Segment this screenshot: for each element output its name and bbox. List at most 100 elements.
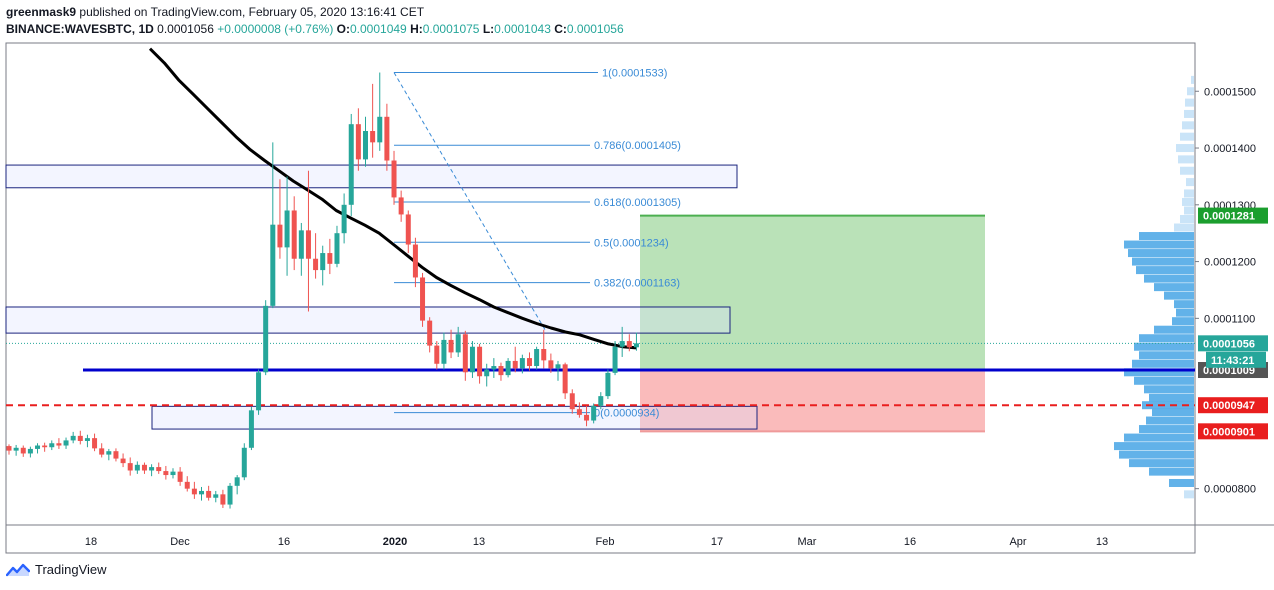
candle-body-68 <box>491 366 497 370</box>
candle-74 <box>534 346 540 370</box>
candle-57 <box>412 237 418 288</box>
volume-profile-bar-33 <box>1184 206 1194 215</box>
price-label-support: 0.0001009 <box>1203 365 1255 377</box>
candle-body-75 <box>541 349 547 361</box>
candle-83 <box>598 392 604 410</box>
candle-body-63 <box>455 334 461 353</box>
candle-1 <box>13 444 19 456</box>
candle-40 <box>291 196 297 271</box>
candle-body-64 <box>462 334 468 373</box>
footer-brand[interactable]: TradingView <box>6 562 107 577</box>
candle-31 <box>227 482 233 509</box>
last-price: 0.0001056 <box>157 22 214 36</box>
open-value: 0.0001049 <box>350 22 407 36</box>
candle-47 <box>341 193 347 244</box>
candle-38 <box>277 179 283 259</box>
price-chart[interactable]: 1(0.0001533) 0.786(0.0001405) 0.618(0.0001… <box>0 0 1274 560</box>
candle-body-23 <box>170 471 176 476</box>
candle-59 <box>427 317 433 353</box>
candle-body-85 <box>612 346 618 373</box>
candle-26 <box>191 481 197 499</box>
candle-body-8 <box>63 440 69 446</box>
candle-body-61 <box>441 339 447 364</box>
candle-25 <box>184 476 190 492</box>
price-label-last-bg <box>1198 335 1268 352</box>
candle-53 <box>384 103 390 171</box>
candle-8 <box>63 437 69 449</box>
price-label-stop-line: 0.0000947 <box>1203 400 1255 412</box>
candle-body-18 <box>134 464 140 471</box>
candle-body-45 <box>327 253 333 264</box>
volume-profile-bar-43 <box>1185 98 1194 107</box>
candle-body-43 <box>313 258 319 271</box>
x-tick-label-5: Feb <box>596 536 615 548</box>
candle-body-10 <box>77 435 83 441</box>
candle-body-9 <box>70 435 76 441</box>
candle-65 <box>469 341 475 378</box>
candle-55 <box>398 190 404 222</box>
candle-body-55 <box>398 197 404 215</box>
candle-4 <box>35 443 41 454</box>
high-label: H: <box>410 22 423 36</box>
candle-80 <box>576 402 582 418</box>
candle-body-21 <box>156 467 162 472</box>
price-label-stop-bg <box>1198 423 1268 440</box>
candle-37 <box>270 142 276 309</box>
candle-body-16 <box>120 458 126 464</box>
candle-82 <box>591 403 597 424</box>
candle-43 <box>313 233 319 279</box>
candle-body-58 <box>420 277 426 321</box>
candle-body-78 <box>562 364 568 394</box>
candle-body-67 <box>484 369 490 377</box>
price-label-stop: 0.0000901 <box>1203 426 1255 438</box>
candle-5 <box>42 442 48 452</box>
candle-body-49 <box>355 124 361 160</box>
candle-body-84 <box>605 372 611 397</box>
volume-profile-bar-1 <box>1169 478 1194 487</box>
candle-body-77 <box>555 364 561 369</box>
candle-30 <box>220 489 226 508</box>
volume-profile-bar-16 <box>1139 351 1194 360</box>
author-name[interactable]: greenmask9 <box>6 5 77 19</box>
candle-77 <box>555 360 561 381</box>
volume-profile-bar-29 <box>1124 240 1194 249</box>
candle-body-17 <box>127 463 133 471</box>
candle-50 <box>363 116 368 167</box>
footer-brand-label: TradingView <box>35 562 107 577</box>
candle-39 <box>284 176 290 276</box>
candle-body-88 <box>633 343 639 348</box>
candle-32 <box>234 475 240 495</box>
volume-profile-bar-2 <box>1149 467 1194 476</box>
candle-81 <box>584 405 590 427</box>
candle-60 <box>434 341 440 370</box>
volume-profile-bar-3 <box>1129 459 1194 468</box>
candle-21 <box>156 462 162 474</box>
candle-73 <box>526 352 532 371</box>
candle-body-25 <box>184 481 190 489</box>
candle-12 <box>92 433 98 452</box>
volume-profile-bar-8 <box>1146 416 1194 425</box>
candle-body-71 <box>512 360 518 369</box>
candle-58 <box>420 272 426 327</box>
mid-zone <box>5 306 731 334</box>
candle-body-11 <box>84 438 90 441</box>
volume-profile-bar-9 <box>1152 408 1194 417</box>
candle-45 <box>327 238 333 275</box>
candle-body-28 <box>206 490 212 498</box>
y-tick-label-4: 0.0001400 <box>1204 143 1256 155</box>
target-zone <box>640 215 985 371</box>
candle-72 <box>519 354 525 374</box>
candle-body-4 <box>35 445 41 449</box>
price-label-target: 0.0001281 <box>1203 211 1255 223</box>
volume-profile-bar-23 <box>1164 291 1194 300</box>
candle-body-65 <box>469 346 475 373</box>
volume-profile-bar-32 <box>1180 214 1194 223</box>
volume-profile-bar-35 <box>1184 189 1194 198</box>
candle-44 <box>320 245 326 286</box>
candle-71 <box>512 346 518 373</box>
candle-body-12 <box>92 438 98 449</box>
candle-body-76 <box>548 360 554 369</box>
x-tick-label-4: 13 <box>473 536 485 548</box>
candle-11 <box>84 434 90 448</box>
candle-86 <box>619 326 625 357</box>
